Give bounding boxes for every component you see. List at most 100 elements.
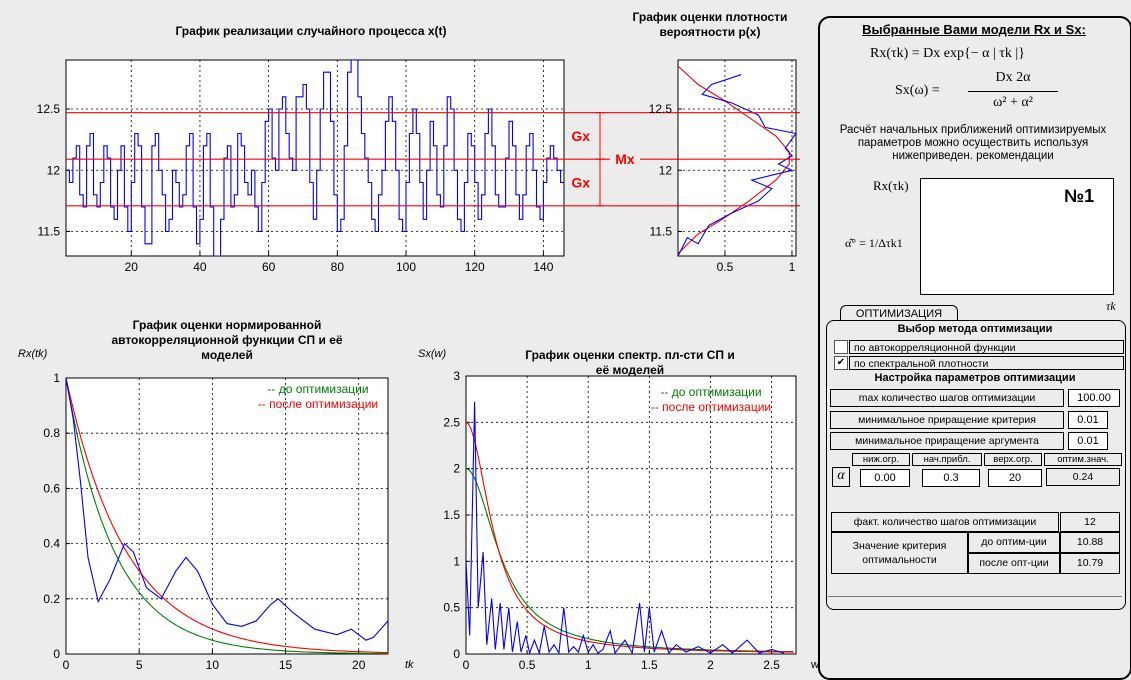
- c4-xtick-label-2: 1: [585, 658, 592, 672]
- chart1-title: График реализации случайного процесса x(…: [175, 24, 447, 38]
- criterion-label: Значение критерия оптимальности: [831, 532, 968, 574]
- c1-ytick-label-0: 11.5: [38, 225, 61, 239]
- alpha-formula: α̂° = 1/Δτk1: [845, 236, 903, 250]
- setting-min-arg-input[interactable]: 0.01: [1068, 432, 1108, 450]
- chart3-title-line2: автокорреляционной функции СП и её: [111, 333, 343, 347]
- mini-graph-box: [920, 178, 1114, 295]
- c4-legend-before: -- до оптимизации: [660, 385, 761, 399]
- formula-s-fraction-bar: [968, 91, 1058, 92]
- c4-xtick-label-3: 1.5: [641, 658, 658, 672]
- c2-estimate-line: [678, 74, 796, 256]
- c3-xtick-label-2: 10: [206, 658, 220, 672]
- annotation-mx-bg: [610, 150, 640, 169]
- setting-min-crit-label: минимальное приращение критерия: [830, 411, 1064, 429]
- c3-estimate-line: [66, 378, 388, 641]
- setting-min-arg-label: минимальное приращение аргумента: [830, 432, 1064, 450]
- param-lower-input[interactable]: 0.00: [860, 469, 910, 487]
- settings-header: Настройка параметров оптимизации: [874, 372, 1076, 384]
- mini-number: №1: [1064, 186, 1095, 206]
- chart3-title-line1: График оценки нормированной: [132, 318, 322, 332]
- c3-ytick-label-0: 0: [53, 647, 60, 661]
- c2-model-line: [678, 65, 790, 254]
- c3-ytick-label-5: 1: [53, 371, 60, 385]
- chart2-title: График оценки плотности вероятности p(x): [600, 10, 820, 40]
- c4-model-before-line: [466, 468, 794, 653]
- param-initial-input[interactable]: 0.3: [922, 469, 980, 487]
- tau-label: τk: [1106, 299, 1116, 313]
- c3-xtick-label-3: 15: [279, 658, 293, 672]
- annotation-mx: Mx: [615, 151, 635, 167]
- checkbox-spectral[interactable]: ✔: [834, 356, 848, 370]
- panel-divider: [828, 596, 1122, 597]
- method-header: Выбор метода оптимизации: [897, 323, 1053, 335]
- param-upper-input[interactable]: 20: [988, 469, 1042, 487]
- c1-xtick-label-0: 20: [125, 260, 139, 274]
- param-header-upper: верх.огр.: [984, 453, 1042, 466]
- c3-legend-before: -- до оптимизации: [267, 382, 368, 396]
- chart3-title-line3: моделей: [201, 348, 253, 362]
- annotation-gx-bottom: Gx: [571, 175, 590, 191]
- criterion-before-label: до оптим-ции: [968, 532, 1060, 553]
- method-option-spectral[interactable]: по спектральной плотности: [849, 356, 1124, 370]
- c1-ytick-label-2: 12.5: [37, 102, 61, 116]
- chart4-title: График оценки спектр. пл-сти СП и её мод…: [470, 348, 790, 378]
- c2-ytick-label-1: 12: [659, 163, 673, 177]
- formula-s-num: Dx 2α: [995, 70, 1031, 85]
- param-header-initial: нач.прибл.: [912, 453, 982, 466]
- chart2-title-line2: вероятности p(x): [659, 25, 761, 39]
- c2-ytick-label-0: 11.5: [650, 225, 673, 239]
- c3-ytick-label-1: 0.2: [43, 592, 60, 606]
- c4-xtick-label-5: 2.5: [763, 658, 780, 672]
- c4-xtick-label-0: 0: [463, 658, 470, 672]
- setting-max-steps-input[interactable]: 100.00: [1068, 389, 1120, 407]
- panel-title: Выбранные Вами модели Rx и Sx:: [862, 22, 1086, 37]
- steps-label: факт. количество шагов оптимизации: [831, 512, 1059, 532]
- chart4-xlabel: w: [811, 659, 819, 671]
- checkbox-acf[interactable]: [834, 340, 848, 354]
- method-option-acf[interactable]: по автокорреляционной функции: [849, 340, 1124, 354]
- c1-xtick-label-4: 100: [396, 260, 416, 274]
- annotation-gx-top: Gx: [571, 128, 590, 144]
- param-symbol-alpha: α: [832, 467, 850, 487]
- c1-ytick-label-1: 12: [47, 163, 61, 177]
- chart4-title-line1: График оценки спектр. пл-сти СП и: [525, 348, 735, 362]
- c3-plot-area: [65, 377, 389, 655]
- c3-xtick-label-0: 0: [63, 658, 70, 672]
- c2-plot-area: [677, 59, 797, 257]
- c4-xtick-label-1: 0.5: [519, 658, 536, 672]
- param-header-optimal: оптим.знач.: [1044, 453, 1122, 466]
- chart3-xlabel: tk: [405, 659, 414, 671]
- chart2-title-line1: График оценки плотности: [632, 10, 788, 24]
- c1-plot-area: [65, 59, 565, 257]
- c4-estimate-line: [466, 401, 784, 654]
- c3-xtick-label-1: 5: [136, 658, 143, 672]
- c4-legend-after: -- после оптимизации: [651, 400, 771, 414]
- c4-ytick-label-2: 1: [453, 554, 460, 568]
- c1-xtick-label-2: 60: [262, 260, 276, 274]
- c4-ytick-label-4: 2: [453, 462, 460, 476]
- steps-value: 12: [1060, 512, 1120, 532]
- chart3-title: График оценки нормированной автокорреляц…: [66, 318, 388, 363]
- c3-model-after-line: [66, 378, 388, 654]
- c3-model-before-line: [66, 378, 388, 654]
- criterion-after-label: после опт-ции: [968, 553, 1060, 574]
- mini-ylabel: Rx(τk): [873, 178, 909, 193]
- chart4-ylabel: Sx(w): [418, 348, 447, 360]
- c1-xtick-label-1: 40: [193, 260, 207, 274]
- c4-xtick-label-4: 2: [707, 658, 714, 672]
- c1-xtick-label-5: 120: [465, 260, 485, 274]
- c3-legend-after: -- после оптимизации: [258, 397, 378, 411]
- criterion-before-value: 10.88: [1060, 532, 1120, 553]
- setting-min-crit-input[interactable]: 0.01: [1068, 411, 1108, 429]
- c4-ytick-label-6: 3: [453, 369, 460, 383]
- recommendation-note: Расчёт начальных приближений оптимизируе…: [839, 124, 1107, 162]
- formula-s-lhs: Sx(ω) =: [895, 83, 940, 98]
- c4-ytick-label-0: 0: [453, 647, 460, 661]
- c4-model-after-line: [466, 421, 794, 653]
- c3-ytick-label-2: 0.4: [43, 537, 60, 551]
- tab-optimization[interactable]: ОПТИМИЗАЦИЯ: [840, 305, 958, 322]
- c4-ytick-label-1: 0.5: [443, 601, 460, 615]
- c3-ytick-label-3: 0.6: [43, 481, 60, 495]
- setting-max-steps-label: max количество шагов оптимизации: [830, 389, 1064, 407]
- chart3-ylabel: Rx(tk): [18, 348, 48, 360]
